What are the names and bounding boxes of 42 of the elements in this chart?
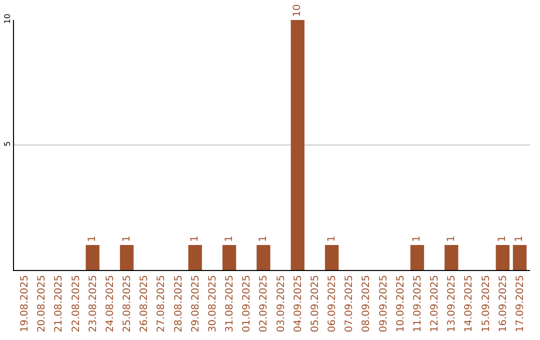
x-tick-label: 06.09.2025 — [327, 275, 338, 332]
data-label: 1 — [258, 236, 269, 242]
x-tick-label: 10.09.2025 — [395, 275, 406, 332]
data-label: 1 — [224, 236, 235, 242]
x-tick-label: 11.09.2025 — [412, 275, 424, 332]
data-label: 1 — [412, 236, 423, 242]
x-tick-label: 25.08.2025 — [122, 275, 134, 332]
x-tick-label: 31.08.2025 — [224, 275, 236, 332]
x-tick-label: 28.08.2025 — [173, 275, 184, 332]
x-tick-label: 14.09.2025 — [464, 275, 475, 332]
x-tick-label: 13.09.2025 — [446, 275, 458, 332]
x-tick-label: 09.09.2025 — [378, 275, 390, 332]
data-label: 1 — [87, 236, 98, 242]
x-tick-label: 27.08.2025 — [156, 275, 168, 332]
x-tick-label: 08.09.2025 — [361, 275, 372, 332]
x-tick-label: 07.09.2025 — [344, 275, 356, 332]
x-tick-label: 12.09.2025 — [430, 275, 441, 332]
data-label: 1 — [326, 236, 338, 242]
x-tick-label: 05.09.2025 — [310, 275, 321, 332]
x-tick-label: 04.09.2025 — [292, 275, 304, 332]
data-label: 1 — [190, 236, 201, 242]
x-tick-label: 30.08.2025 — [207, 275, 218, 332]
x-tick-label: 15.09.2025 — [480, 275, 492, 332]
x-tick-label: 17.09.2025 — [515, 275, 526, 332]
x-tick-label: 29.08.2025 — [190, 275, 202, 332]
y-tick-label: 5 — [2, 141, 12, 146]
x-tick-label: 01.09.2025 — [242, 275, 253, 332]
x-tick-label: 24.08.2025 — [104, 275, 116, 332]
x-tick-label: 16.09.2025 — [498, 275, 509, 332]
x-tick-label: 21.08.2025 — [54, 275, 65, 332]
data-label: 1 — [514, 236, 526, 242]
x-tick-label: 02.09.2025 — [258, 275, 270, 332]
x-tick-label: 23.08.2025 — [88, 275, 99, 332]
data-label: 1 — [446, 236, 457, 242]
x-tick-label: 26.08.2025 — [139, 275, 150, 332]
data-label: 10 — [292, 4, 304, 17]
data-label: 1 — [497, 236, 508, 242]
data-label: 1 — [121, 236, 132, 242]
x-tick-label: 03.09.2025 — [276, 275, 287, 332]
x-tick-label: 20.08.2025 — [36, 275, 48, 332]
x-tick-label: 22.08.2025 — [70, 275, 82, 332]
x-tick-label: 19.08.2025 — [20, 275, 30, 332]
